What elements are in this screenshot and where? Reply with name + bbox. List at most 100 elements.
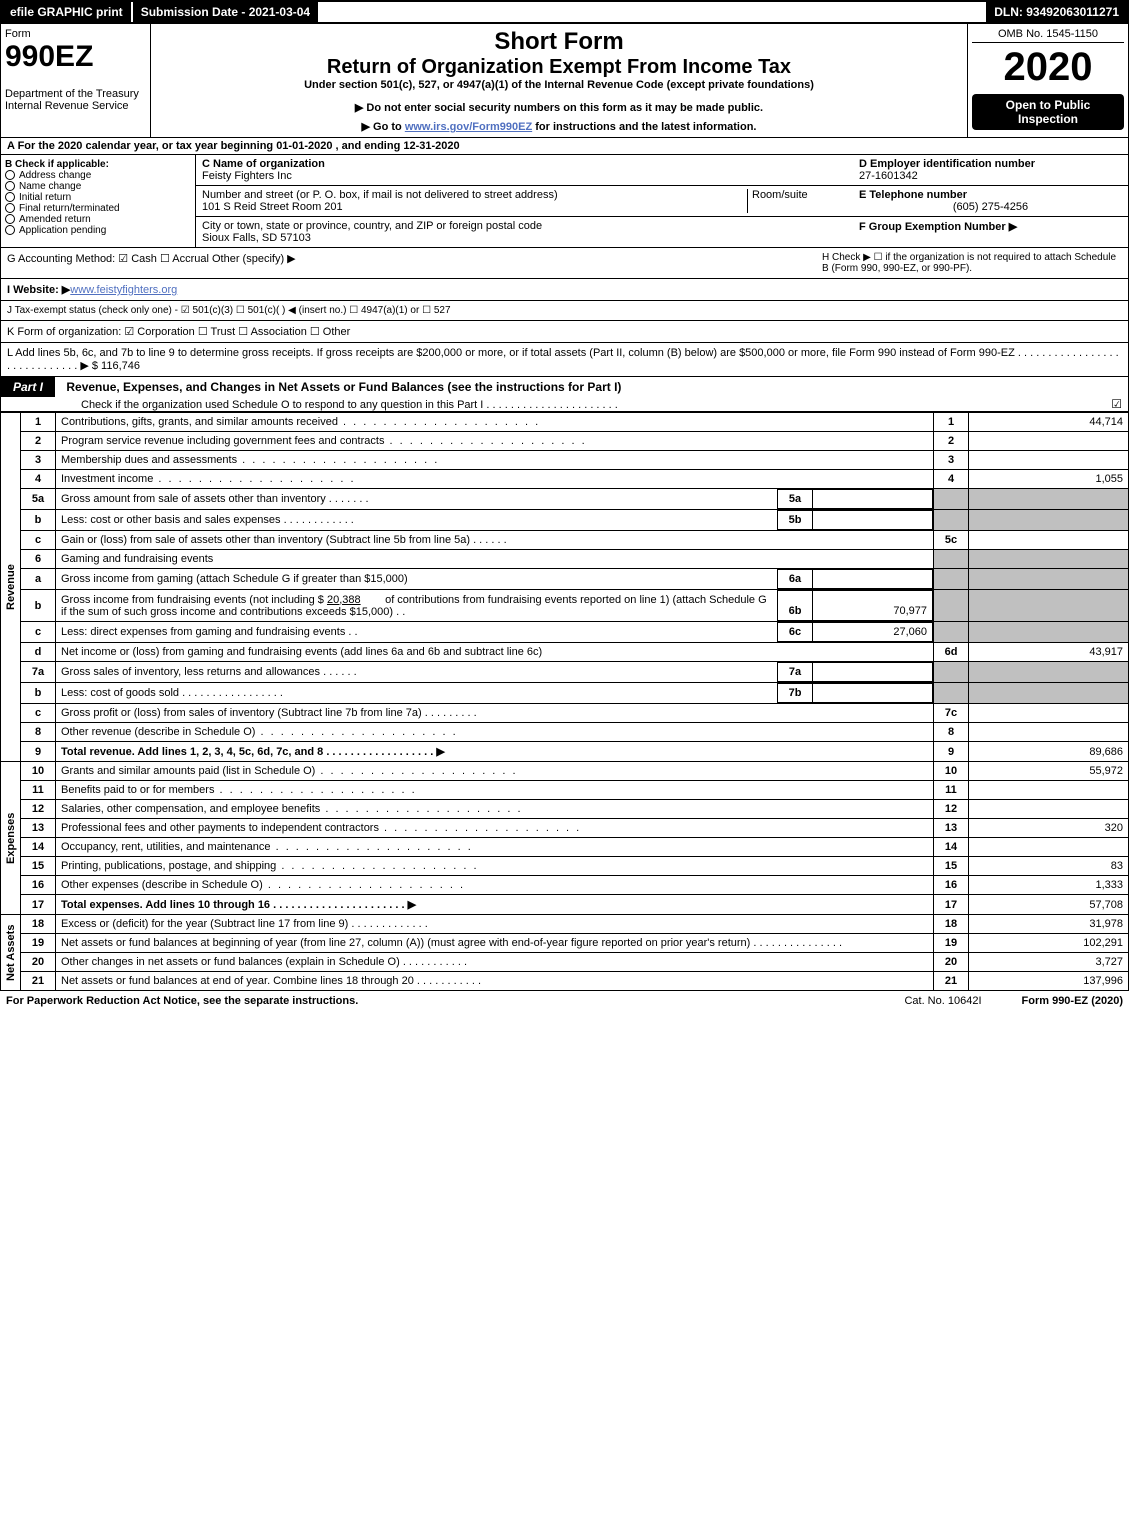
line-14-text: Occupancy, rent, utilities, and maintena… [56, 838, 934, 857]
part1-label: Part I [1, 377, 55, 397]
main-title: Return of Organization Exempt From Incom… [155, 56, 963, 79]
line-5c-text: Gain or (loss) from sale of assets other… [56, 531, 934, 550]
line-15-amt: 83 [969, 857, 1129, 876]
line-10-text: Grants and similar amounts paid (list in… [56, 762, 934, 781]
org-name: Feisty Fighters Inc [202, 170, 292, 182]
line-10-amt: 55,972 [969, 762, 1129, 781]
line-4-amt: 1,055 [969, 470, 1129, 489]
phone-value: (605) 275-4256 [859, 201, 1122, 213]
line-7c-text: Gross profit or (loss) from sales of inv… [56, 704, 934, 723]
line-6d-amt: 43,917 [969, 643, 1129, 662]
revenue-label: Revenue [1, 413, 21, 762]
line-9-amt: 89,686 [969, 742, 1129, 762]
part1-checked[interactable]: ☑ [1111, 397, 1122, 411]
lines-table: Revenue 1Contributions, gifts, grants, a… [0, 412, 1129, 991]
check-initial-return[interactable]: Initial return [5, 192, 191, 203]
footer-left: For Paperwork Reduction Act Notice, see … [6, 995, 358, 1007]
irs-link[interactable]: www.irs.gov/Form990EZ [405, 121, 532, 133]
org-city: Sioux Falls, SD 57103 [202, 232, 311, 244]
footer-cat: Cat. No. 10642I [904, 995, 981, 1007]
form-of-org: K Form of organization: ☑ Corporation ☐ … [0, 321, 1129, 343]
line-6-text: Gaming and fundraising events [56, 550, 934, 569]
line-6d-text: Net income or (loss) from gaming and fun… [56, 643, 934, 662]
line-19-amt: 102,291 [969, 934, 1129, 953]
header-center: Short Form Return of Organization Exempt… [151, 24, 968, 137]
room-suite: Room/suite [747, 189, 847, 213]
line-7a-text: Gross sales of inventory, less returns a… [56, 663, 778, 682]
city-box: City or town, state or province, country… [196, 217, 853, 247]
line-20-text: Other changes in net assets or fund bala… [56, 953, 934, 972]
warning-1: ▶ Do not enter social security numbers o… [155, 101, 963, 114]
line-18-amt: 31,978 [969, 915, 1129, 934]
footer-form: Form 990-EZ (2020) [1022, 995, 1123, 1007]
line-20-amt: 3,727 [969, 953, 1129, 972]
header-left: Form 990EZ Department of the Treasury In… [1, 24, 151, 137]
omb-number: OMB No. 1545-1150 [972, 28, 1124, 43]
website-link[interactable]: www.feistyfighters.org [70, 284, 177, 296]
tax-year: 2020 [972, 45, 1124, 90]
irs-label: Internal Revenue Service [5, 100, 146, 112]
line-6b-amt: 70,977 [813, 591, 933, 621]
efile-label[interactable]: efile GRAPHIC print [2, 2, 131, 22]
header-right: OMB No. 1545-1150 2020 Open to Public In… [968, 24, 1128, 137]
check-application-pending[interactable]: Application pending [5, 225, 191, 236]
sub-title: Under section 501(c), 527, or 4947(a)(1)… [155, 79, 963, 91]
line-18-text: Excess or (deficit) for the year (Subtra… [56, 915, 934, 934]
line-1-text: Contributions, gifts, grants, and simila… [56, 413, 934, 432]
line-2-text: Program service revenue including govern… [56, 432, 934, 451]
ein-value: 27-1601342 [859, 170, 918, 182]
section-c: C Name of organization Feisty Fighters I… [196, 155, 853, 247]
line-16-amt: 1,333 [969, 876, 1129, 895]
line-gh: G Accounting Method: ☑ Cash ☐ Accrual Ot… [0, 248, 1129, 279]
group-exemption: F Group Exemption Number ▶ [853, 217, 1128, 236]
part1-title: Revenue, Expenses, and Changes in Net As… [58, 377, 629, 397]
line-6c-amt: 27,060 [813, 623, 933, 642]
line-1-amt: 44,714 [969, 413, 1129, 432]
org-name-box: C Name of organization Feisty Fighters I… [196, 155, 853, 186]
page-footer: For Paperwork Reduction Act Notice, see … [0, 991, 1129, 1011]
ein-box: D Employer identification number 27-1601… [853, 155, 1128, 186]
section-def: D Employer identification number 27-1601… [853, 155, 1128, 247]
netassets-label: Net Assets [1, 915, 21, 991]
line-12-text: Salaries, other compensation, and employ… [56, 800, 934, 819]
inspection-badge: Open to Public Inspection [972, 94, 1124, 130]
line-21-text: Net assets or fund balances at end of ye… [56, 972, 934, 991]
top-bar: efile GRAPHIC print Submission Date - 20… [0, 0, 1129, 24]
short-form-title: Short Form [155, 28, 963, 56]
line-4-text: Investment income [56, 470, 934, 489]
line-5a-text: Gross amount from sale of assets other t… [56, 490, 778, 509]
warning-2: ▶ Go to www.irs.gov/Form990EZ for instru… [155, 120, 963, 133]
part1-check-note: Check if the organization used Schedule … [1, 399, 618, 411]
line-17-text: Total expenses. Add lines 10 through 16 … [56, 895, 934, 915]
line-6b-text: Gross income from fundraising events (no… [56, 591, 778, 621]
tax-exempt-status: J Tax-exempt status (check only one) - ☑… [0, 301, 1129, 321]
line-13-text: Professional fees and other payments to … [56, 819, 934, 838]
form-header: Form 990EZ Department of the Treasury In… [0, 24, 1129, 138]
check-amended-return[interactable]: Amended return [5, 214, 191, 225]
line-3-text: Membership dues and assessments [56, 451, 934, 470]
website-line: I Website: ▶www.feistyfighters.org [0, 279, 1129, 301]
line-11-text: Benefits paid to or for members [56, 781, 934, 800]
line-6c-text: Less: direct expenses from gaming and fu… [56, 623, 778, 642]
section-a: A For the 2020 calendar year, or tax yea… [0, 138, 1129, 155]
form-label: Form [5, 28, 146, 40]
phone-box: E Telephone number (605) 275-4256 [853, 186, 1128, 217]
part1-header: Part I Revenue, Expenses, and Changes in… [0, 377, 1129, 412]
line-15-text: Printing, publications, postage, and shi… [56, 857, 934, 876]
section-b: B Check if applicable: Address change Na… [1, 155, 196, 247]
b-title: B Check if applicable: [5, 159, 191, 170]
check-name-change[interactable]: Name change [5, 181, 191, 192]
address-box: Number and street (or P. O. box, if mail… [196, 186, 853, 217]
submission-date: Submission Date - 2021-03-04 [131, 2, 320, 22]
line-7b-text: Less: cost of goods sold . . . . . . . .… [56, 684, 778, 703]
line-21-amt: 137,996 [969, 972, 1129, 991]
line-5b-text: Less: cost or other basis and sales expe… [56, 511, 778, 530]
check-address-change[interactable]: Address change [5, 170, 191, 181]
schedule-b-check: H Check ▶ ☐ if the organization is not r… [822, 252, 1122, 274]
line-8-text: Other revenue (describe in Schedule O) [56, 723, 934, 742]
check-final-return[interactable]: Final return/terminated [5, 203, 191, 214]
org-address: 101 S Reid Street Room 201 [202, 201, 343, 213]
expenses-label: Expenses [1, 762, 21, 915]
line-16-text: Other expenses (describe in Schedule O) [56, 876, 934, 895]
dln: DLN: 93492063011271 [986, 2, 1127, 22]
